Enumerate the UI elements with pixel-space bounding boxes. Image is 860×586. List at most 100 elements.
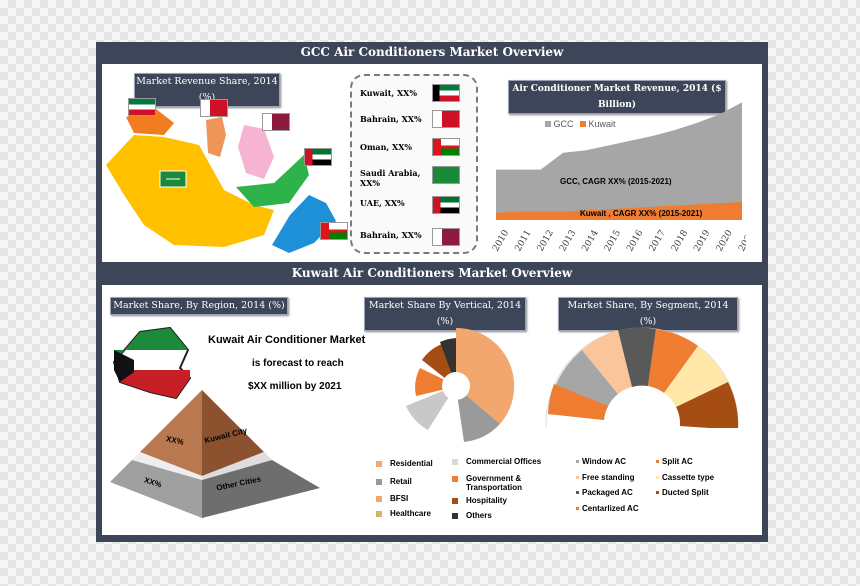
legend-qatar-flag-icon [432,228,460,246]
x-tick-2010: 2010 [491,228,511,252]
x-tick-2011: 2011 [514,229,534,252]
gcc-section-title: GCC Air Conditioners Market Overview [300,45,564,59]
legend-kuwait: Kuwait, XX% [360,88,417,98]
vertical-swatch-commercial [452,459,458,465]
segment-legend-cassette: Cassette type [662,473,715,482]
legend-oman-flag-icon [432,138,460,156]
vertical-swatch-others [452,513,458,519]
kuwait-section-title: Kuwait Air Conditioners Market Overview [291,266,573,280]
vertical-swatch-bfsi [376,496,382,502]
segment-swatch-free-standing [576,476,579,479]
legend-bahrain: Bahrain, XX% [360,114,422,124]
segment-swatch-ducted [656,491,659,494]
segment-slice-cassette [664,346,728,407]
segment-swatch-window [576,460,579,463]
x-tick-2020: 2020 [715,228,735,252]
x-tick-2014: 2014 [581,228,601,252]
forecast-line-3: $XX million by 2021 [248,381,342,392]
revenue-area-chart: 2010 2011 2012 2013 2014 2015 2016 2017 2018 2019… [491,102,746,252]
vertical-radial-chart [406,327,515,442]
segment-legend-centralized: Centarlized AC [582,504,639,513]
vertical-swatch-healthcare [376,511,382,517]
vertical-legend-retail: Retail [390,477,412,486]
segment-legend-split: Split AC [662,457,693,466]
vertical-legend-others: Others [466,511,492,520]
vertical-swatch-retail [376,479,382,485]
segment-slice-split [648,329,698,393]
x-tick-2017: 2017 [648,228,668,252]
vertical-swatch-government [452,476,458,482]
vertical-legend: Residential Commercial Offices Retail Go… [364,452,554,524]
gcc-cagr-note: GCC, CAGR XX% (2015-2021) [560,177,672,186]
revenue-share-label: Market Revenue Share, 2014 (%) [134,73,280,107]
flag-kuwait-icon [128,98,156,116]
vertical-legend-commercial: Commercial Offices [466,457,542,466]
vertical-slice-healthcare [415,368,451,396]
vertical-slice-retail [457,390,500,442]
map-bahrain [206,117,226,157]
legend-kuwait: Kuwait [588,119,616,129]
segment-swatch-packaged [576,491,579,494]
region-pyramid [110,390,320,518]
legend-bahrain-2: Bahrain, XX% [360,230,422,240]
segment-slice-packaged [618,327,656,387]
segment-legend-free-standing: Free standing [582,473,635,482]
kuwait-map-icon [112,326,192,400]
x-tick-2021: 2021 [737,229,746,252]
legend-saudi-flag-icon [432,166,460,184]
flag-uae-icon [304,148,332,166]
x-tick-2015: 2015 [603,228,623,252]
flag-oman-icon [320,222,348,240]
legend-bahrain-flag-icon [432,110,460,128]
vertical-swatch-residential [376,461,382,467]
vertical-legend-government: Government & Transportation [466,474,523,492]
segment-share-label: Market Share, By Segment, 2014 (%) [558,297,738,331]
chart-legend: GCC Kuwait [545,119,616,129]
segment-legend-ducted: Ducted Split [662,488,709,497]
segment-swatch-cassette [656,476,659,479]
vertical-share-label: Market Share By Vertical, 2014 (%) [364,297,526,331]
legend-gcc: GCC [553,119,574,129]
x-tick-2019: 2019 [692,228,712,252]
vertical-slice-government [422,344,454,383]
legend-swatch-kuwait [580,121,587,127]
segment-swatch-centralized [576,507,579,510]
segment-legend-packaged: Packaged AC [582,488,633,497]
map-saudi-arabia [106,135,274,247]
x-tick-2013: 2013 [558,228,578,252]
legend-kuwait-flag-icon [432,84,460,102]
vertical-legend-hospitality: Hospitality [466,496,507,505]
legend-oman: Oman, XX% [360,142,413,152]
area-series-kuwait [496,202,742,220]
vertical-slice-bfsi [406,388,452,430]
segment-slice-free-standing [582,330,632,394]
legend-uae: UAE, XX% [360,198,405,208]
legend-uae-flag-icon [432,196,460,214]
x-tick-2018: 2018 [670,228,690,252]
segment-slice-centralized [548,384,608,420]
legend-swatch-gcc [545,121,551,127]
flag-qatar-icon [262,113,290,131]
forecast-line-2: is forecast to reach [252,358,344,369]
segment-legend: Window AC Split AC Free standing Cassett… [576,454,746,516]
x-tick-2012: 2012 [536,229,556,252]
forecast-line-1: Kuwait Air Conditioner Market [208,334,366,346]
vertical-swatch-hospitality [452,498,458,504]
map-qatar [238,125,274,179]
flag-bahrain-icon [200,99,228,117]
map-oman [272,195,336,253]
x-tick-2016: 2016 [625,228,645,252]
legend-saudi-arabia: Saudi Arabia, XX% [360,168,421,188]
vertical-slice-residential [456,327,515,424]
vertical-legend-residential: Residential [390,459,433,468]
vertical-legend-bfsi: BFSI [390,494,409,503]
vertical-slice-others [440,338,456,380]
kuwait-cagr-note: Kuwait , CAGR XX% (2015-2021) [580,209,703,218]
region-share-label: Market Share, By Region, 2014 (%) [110,297,288,315]
gcc-map [106,109,336,253]
area-series-gcc [496,102,742,220]
country-legend: Kuwait, XX% Bahrain, XX% Oman, XX% Saudi… [350,74,478,254]
vertical-legend-healthcare: Healthcare [390,509,431,518]
segment-slice-ducted [676,382,739,430]
segment-legend-window: Window AC [582,457,627,466]
